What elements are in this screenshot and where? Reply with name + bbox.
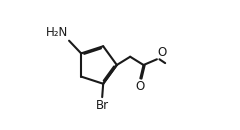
Text: O: O bbox=[135, 80, 144, 93]
Text: H₂N: H₂N bbox=[46, 26, 68, 39]
Text: O: O bbox=[157, 46, 166, 59]
Text: Br: Br bbox=[96, 99, 109, 112]
